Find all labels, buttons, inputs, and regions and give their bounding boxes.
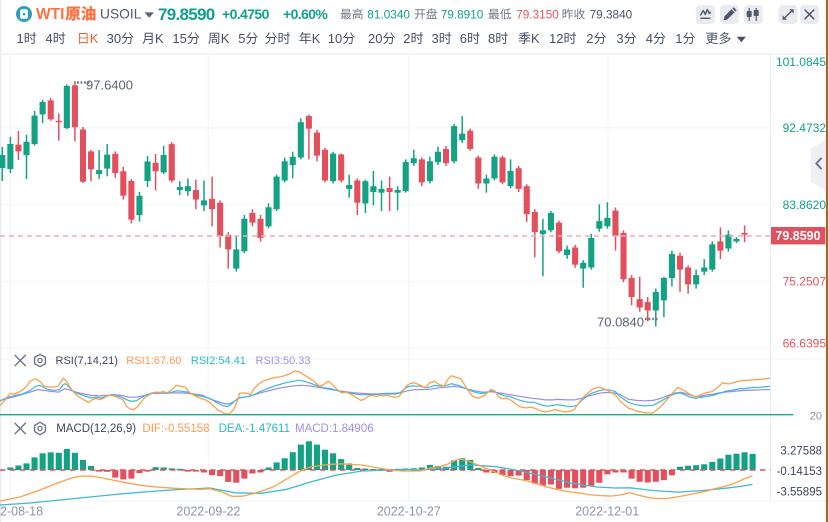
svg-text:97.6400: 97.6400 (86, 78, 133, 93)
svg-text:92.4732: 92.4732 (783, 121, 827, 135)
svg-text:DIF:-0.55158: DIF:-0.55158 (142, 423, 209, 435)
svg-text:79.8590: 79.8590 (158, 5, 215, 24)
svg-text:79.8590: 79.8590 (775, 229, 820, 243)
svg-text:79.3150: 79.3150 (516, 7, 559, 21)
svg-text:10: 10 (328, 31, 342, 46)
svg-text:-3.55895: -3.55895 (777, 487, 822, 499)
svg-text:79.8910: 79.8910 (441, 7, 484, 21)
svg-text:2: 2 (586, 31, 593, 46)
svg-text:12: 12 (549, 31, 563, 46)
svg-text:79.3840: 79.3840 (590, 7, 633, 21)
svg-text:6: 6 (460, 31, 467, 46)
svg-text:3.27588: 3.27588 (780, 446, 822, 458)
svg-text:2022-09-22: 2022-09-22 (176, 505, 240, 519)
svg-text:+0.4750: +0.4750 (222, 6, 270, 22)
svg-text:81.0340: 81.0340 (367, 7, 410, 21)
svg-text:83.8620: 83.8620 (783, 198, 827, 212)
svg-text:66.6395: 66.6395 (783, 336, 827, 350)
svg-text:2-08-18: 2-08-18 (0, 505, 43, 519)
svg-text:3: 3 (616, 31, 623, 46)
svg-text:WTI: WTI (36, 6, 64, 23)
svg-text:-0.14153: -0.14153 (777, 466, 822, 478)
svg-text:USOIL: USOIL (100, 7, 142, 22)
svg-text:2022-10-27: 2022-10-27 (377, 505, 441, 519)
svg-text:K: K (312, 31, 321, 46)
svg-text:1: 1 (17, 31, 24, 46)
svg-text:2022-12-01: 2022-12-01 (575, 505, 639, 519)
svg-text:K: K (531, 31, 540, 46)
svg-text:101.0845: 101.0845 (776, 55, 826, 69)
svg-text:+0.60%: +0.60% (283, 6, 328, 22)
svg-text:4: 4 (46, 31, 53, 46)
svg-text:8: 8 (488, 31, 495, 46)
svg-text:MACD:1.84906: MACD:1.84906 (295, 423, 374, 435)
svg-text:75.2507: 75.2507 (783, 274, 827, 288)
svg-text:DEA:-1.47611: DEA:-1.47611 (219, 423, 290, 435)
svg-text:1: 1 (675, 31, 682, 46)
svg-text:MACD(12,26,9): MACD(12,26,9) (56, 423, 136, 435)
svg-text:K: K (155, 31, 164, 46)
svg-text:K: K (221, 31, 230, 46)
svg-text:4: 4 (646, 31, 653, 46)
svg-text:RSI1:67.60: RSI1:67.60 (126, 355, 181, 367)
svg-text:2: 2 (403, 31, 410, 46)
svg-text:30: 30 (107, 31, 121, 46)
svg-text:RSI3:50.33: RSI3:50.33 (256, 355, 311, 367)
svg-text:70.0840: 70.0840 (597, 315, 644, 330)
svg-text:3: 3 (432, 31, 439, 46)
svg-text:5: 5 (238, 31, 245, 46)
svg-text:20: 20 (368, 31, 382, 46)
svg-text:20: 20 (810, 411, 822, 423)
svg-text:15: 15 (172, 31, 186, 46)
svg-text:RSI2:54.41: RSI2:54.41 (191, 355, 246, 367)
svg-text:RSI(7,14,21): RSI(7,14,21) (56, 355, 118, 367)
svg-text:K: K (90, 31, 99, 46)
